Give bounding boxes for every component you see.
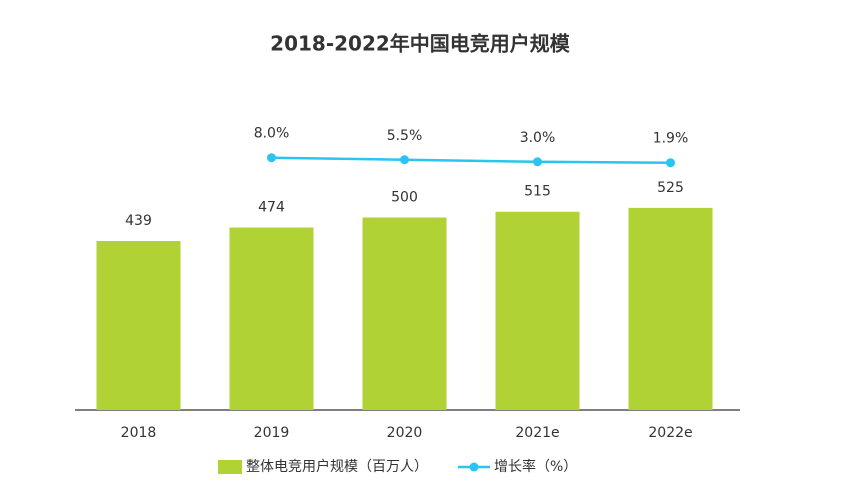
x-tick-label: 2018 (121, 425, 157, 441)
line-point (267, 153, 276, 163)
chart-title: 2018-2022年中国电竞用户规模 (270, 32, 571, 56)
bar-value-label: 439 (125, 213, 152, 229)
legend-label: 整体电竞用户规模（百万人） (246, 458, 428, 475)
x-tick-label: 2022e (648, 425, 692, 441)
legend-label: 增长率（%） (494, 458, 577, 475)
line-value-label: 8.0% (254, 126, 290, 142)
x-tick-label: 2019 (254, 425, 290, 441)
legend-swatch (469, 462, 479, 472)
legend-swatch (218, 460, 242, 474)
bar-value-label: 474 (258, 200, 285, 216)
line (271, 156, 671, 164)
bar (96, 240, 181, 410)
bar-value-label: 500 (391, 190, 418, 206)
bar (628, 207, 713, 410)
bar-value-label: 515 (524, 184, 551, 200)
line-value-label: 1.9% (653, 131, 689, 147)
bar-value-label: 525 (657, 180, 684, 196)
line-point (533, 157, 542, 167)
line-point (400, 155, 409, 165)
bar (229, 227, 314, 410)
bar (362, 217, 447, 410)
line-point (666, 158, 675, 168)
line-value-label: 3.0% (520, 130, 556, 146)
x-tick-label: 2020 (387, 425, 423, 441)
x-tick-label: 2021e (515, 425, 559, 441)
line-value-label: 5.5% (387, 128, 423, 144)
bar (495, 211, 580, 410)
